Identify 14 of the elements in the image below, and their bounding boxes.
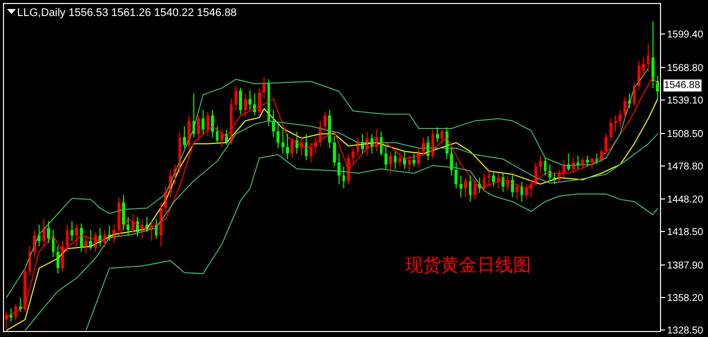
text: 1546.88 [664,80,701,91]
y-tick-label: 1599.40 [667,30,704,41]
y-tick-label: 1508.50 [667,128,704,140]
y-tick-label: 1418.50 [667,227,704,238]
y-tick-label: 1478.80 [667,161,704,172]
y-tick-label: 1448.20 [667,194,704,206]
y-tick-label: 1387.90 [667,260,704,272]
line-series [86,154,658,331]
y-tick-label: 1568.80 [667,63,704,74]
y-tick-label: 1539.10 [667,95,704,106]
annotation: 现货黄金日线图 [405,255,531,276]
y-tick-label: 1358.20 [667,292,704,304]
y-tick-label: 1328.50 [667,325,704,336]
chart-title: LLG,Daily 1556.53 1561.26 1540.22 1546.88 [17,7,237,20]
